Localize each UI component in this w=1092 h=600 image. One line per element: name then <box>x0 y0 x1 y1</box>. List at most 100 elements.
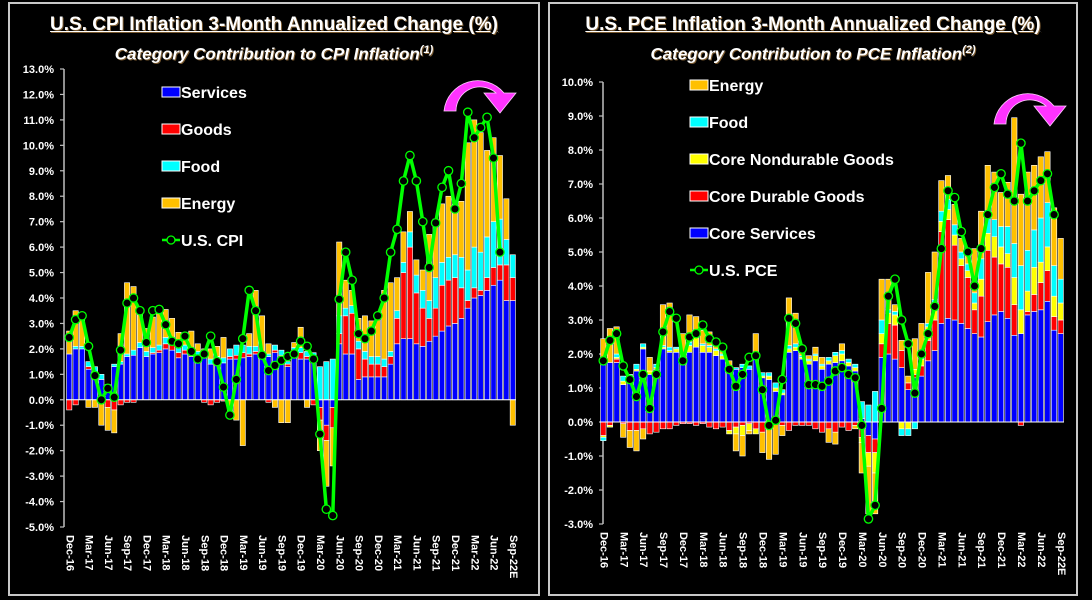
pce-line-point <box>790 318 801 329</box>
pce-line-point <box>963 247 973 257</box>
pce-x-tick-label: Jun-17 <box>637 532 649 567</box>
pce-bar-core-durable-goods <box>673 421 680 426</box>
cpi-line-point <box>135 305 145 316</box>
cpi-bar-food <box>226 348 233 357</box>
pce-bar-energy <box>779 425 786 436</box>
pce-x-tick-label: Sep-19 <box>816 532 828 568</box>
pce-bar-core-durable-goods <box>659 421 666 430</box>
cpi-line-point <box>495 247 505 258</box>
pce-bar-core-durable-goods <box>666 421 673 430</box>
pce-y-tick-label: 2.0% <box>568 349 593 361</box>
cpi-x-tick-label: Dec-18 <box>218 535 230 571</box>
pce-bar-core-durable-goods <box>872 438 879 453</box>
pce-bar-energy <box>832 431 839 445</box>
cpi-y-tick-label: 2.0% <box>29 344 54 356</box>
cpi-y-tick-label: 4.0% <box>29 293 54 305</box>
pce-bar-food <box>613 353 620 358</box>
pce-line-point <box>870 500 880 511</box>
pce-bar-food <box>640 343 647 348</box>
pce-bar-core-services <box>918 375 925 423</box>
pce-bar-core-nondurable-goods <box>805 360 812 365</box>
cpi-legend-swatch <box>161 160 181 172</box>
pce-bar-energy <box>825 428 832 443</box>
pce-bar-food <box>1011 243 1018 278</box>
pce-legend-label: Food <box>709 115 748 132</box>
pce-bar-core-durable-goods <box>626 421 633 431</box>
pce-bar-core-nondurable-goods <box>832 355 839 363</box>
pce-line-point <box>611 328 622 339</box>
pce-bar-energy <box>640 428 647 440</box>
pce-bar-core-durable-goods <box>1044 270 1051 302</box>
pce-bar-food <box>852 363 859 368</box>
cpi-subtitle-text: Category Contribution to CPI Inflation <box>114 44 420 64</box>
pce-line-point <box>1022 196 1033 206</box>
pce-bar-core-nondurable-goods <box>991 236 998 258</box>
pce-bar-core-durable-goods <box>1031 294 1038 312</box>
pce-bar-core-durable-goods <box>1051 316 1058 331</box>
pce-line-point <box>631 391 642 402</box>
pce-bar-core-services <box>978 336 985 423</box>
pce-bar-core-nondurable-goods <box>712 350 720 357</box>
pce-bar-core-durable-goods <box>991 256 998 316</box>
pce-bar-core-nondurable-goods <box>1031 266 1038 295</box>
pce-bar-core-durable-goods <box>931 319 938 351</box>
pce-bar-core-nondurable-goods <box>845 362 852 367</box>
pce-bar-core-nondurable-goods <box>1051 295 1058 317</box>
pce-line-point <box>757 384 768 395</box>
pce-bar-core-nondurable-goods <box>1004 253 1011 268</box>
pce-bar-food <box>772 382 779 389</box>
pce-bar-core-durable-goods <box>1017 421 1024 426</box>
pce-bar-core-durable-goods <box>779 421 786 426</box>
pce-bar-core-services <box>620 384 627 423</box>
cpi-line-point <box>257 350 267 361</box>
cpi-line-point <box>488 153 499 163</box>
pce-bar-core-durable-goods <box>1037 282 1044 311</box>
pce-bar-food <box>845 358 852 363</box>
cpi-line-point <box>244 285 255 296</box>
pce-bar-core-durable-goods <box>633 421 640 431</box>
cpi-line-point <box>180 331 190 342</box>
cpi-y-tick-label: -5.0% <box>25 522 54 534</box>
pce-line-point <box>651 369 662 380</box>
cpi-line-point <box>205 331 216 342</box>
cpi-y-tick-label: 3.0% <box>29 318 54 330</box>
cpi-line-point <box>212 356 222 367</box>
pce-bar-core-services <box>865 421 872 436</box>
pce-line-point <box>1042 168 1053 179</box>
pce-bar-core-nondurable-goods <box>766 375 773 380</box>
cpi-subtitle-footnote: (1) <box>419 44 434 56</box>
pce-line-point <box>956 226 967 237</box>
cpi-line-point <box>450 204 460 214</box>
pce-bar-energy <box>620 423 627 438</box>
pce-x-tick-label: Dec-20 <box>916 532 928 568</box>
cpi-x-tick-label: Mar-21 <box>391 535 403 570</box>
pce-bar-core-durable-goods <box>971 309 978 334</box>
pce-bar-food <box>838 350 845 355</box>
pce-line-point <box>890 274 900 285</box>
pce-legend-swatch <box>689 227 709 239</box>
pce-bar-food <box>1004 226 1011 255</box>
cpi-x-tick-label: Sep-22E <box>507 535 519 578</box>
cpi-y-tick-label: 12.0% <box>23 89 54 101</box>
pce-bar-energy <box>1004 182 1011 227</box>
pce-bar-energy <box>746 430 753 435</box>
pce-y-tick-label: 4.0% <box>568 281 593 293</box>
pce-line-point <box>916 349 927 359</box>
cpi-bar-food <box>509 254 516 278</box>
pce-x-tick-label: Dec-17 <box>677 532 689 568</box>
cpi-line-point <box>462 107 473 118</box>
cpi-line-point <box>302 341 312 352</box>
pce-bar-energy <box>766 425 773 460</box>
cpi-line-point <box>392 224 402 235</box>
pce-x-tick-label: Mar-18 <box>697 532 709 567</box>
pce-y-tick-label: 6.0% <box>568 213 593 225</box>
pce-bar-core-durable-goods <box>958 265 965 324</box>
pce-bar-core-nondurable-goods <box>752 428 759 435</box>
pce-line-point <box>658 327 668 337</box>
cpi-bar-energy <box>496 155 503 220</box>
cpi-bar-energy <box>342 279 349 309</box>
pce-bar-energy <box>819 357 826 365</box>
pce-bar-core-services <box>699 351 706 423</box>
cpi-line-point <box>90 370 100 381</box>
pce-bar-core-services <box>905 389 912 423</box>
